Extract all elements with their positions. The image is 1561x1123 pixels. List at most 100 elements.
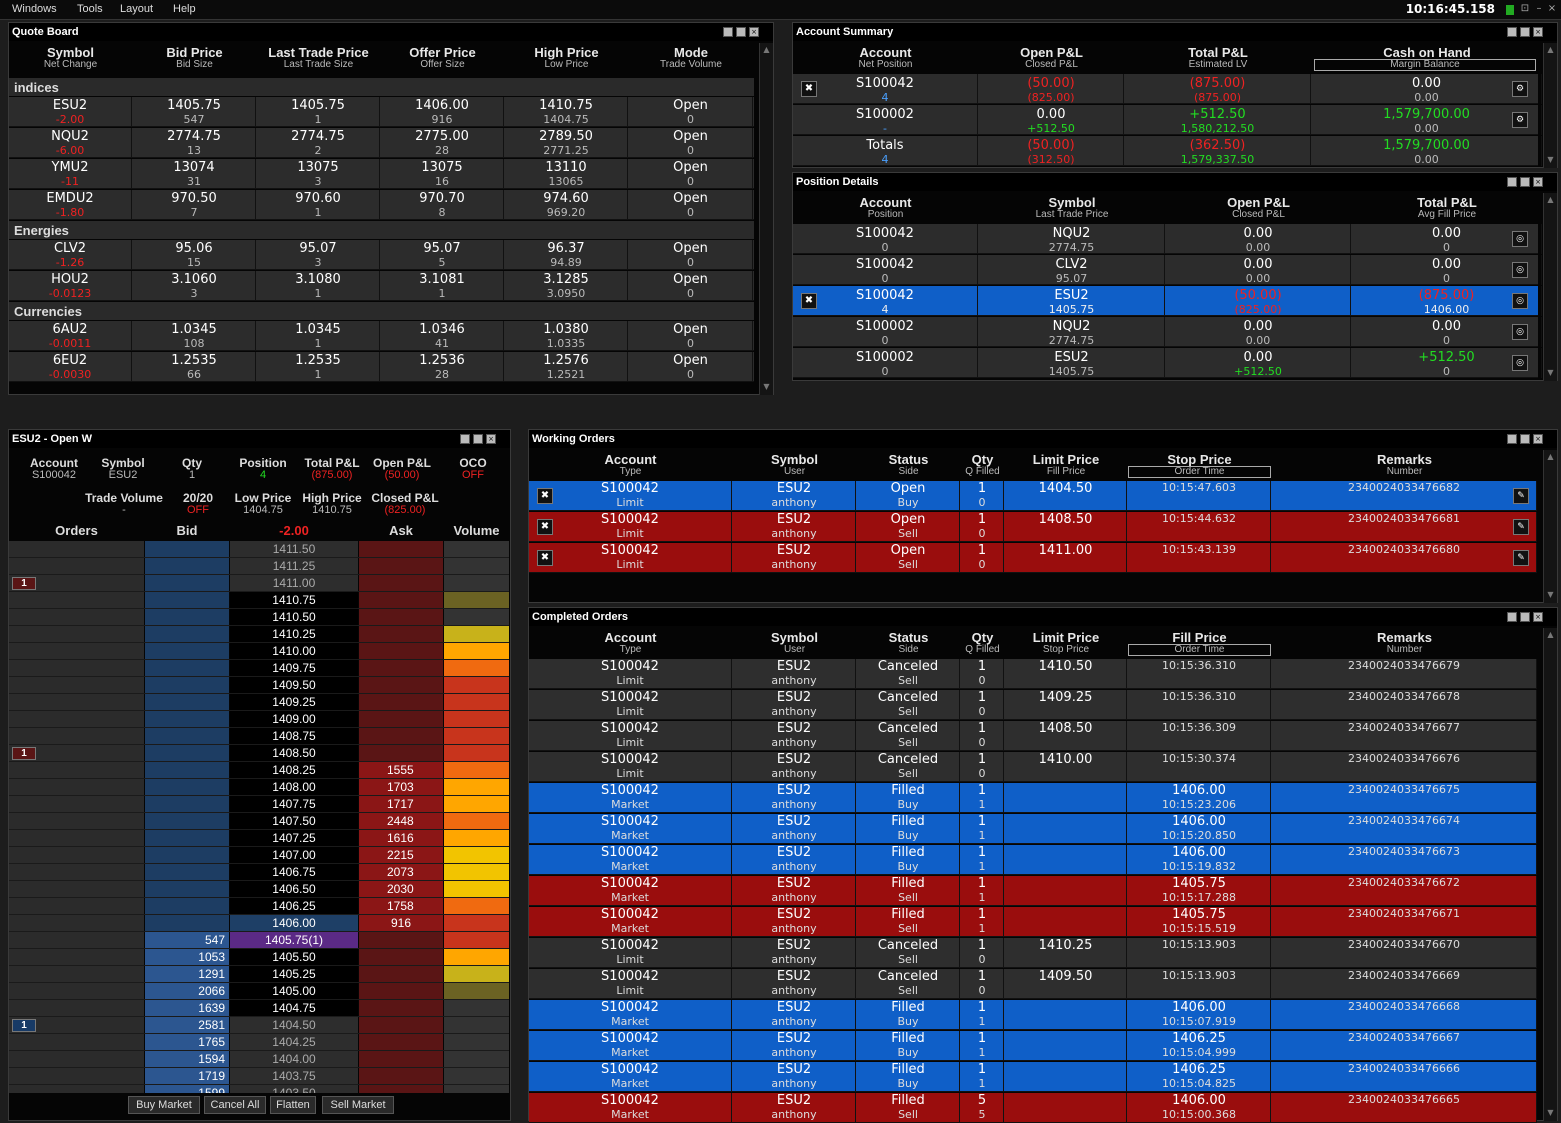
quote-row[interactable]: EMDU2 -1.80 970.50 7 970.60 1 970.70 8 974.60 969…: [9, 190, 754, 220]
ladder-row[interactable]: 1410.75: [9, 592, 509, 609]
ladder-bid-cell[interactable]: 1599: [145, 1085, 229, 1093]
position-row[interactable]: S100042 0 CLV2 95.07 0.00 0.00 0.00 0 ◎: [793, 255, 1542, 285]
maximize-icon[interactable]: [736, 27, 746, 37]
cancel-order-icon[interactable]: ✖: [537, 488, 553, 504]
column-header[interactable]: Open P&L: [1227, 195, 1290, 210]
ladder-ask-cell[interactable]: 1758: [359, 898, 443, 914]
order-row[interactable]: S100042 Market ESU2 anthony Filled Buy 1 1 1406.…: [529, 1062, 1537, 1092]
ladder-orders-cell[interactable]: [9, 830, 144, 846]
close-icon[interactable]: ×: [486, 434, 496, 444]
ladder-ask-cell[interactable]: [359, 966, 443, 982]
ladder-bid-cell[interactable]: [145, 660, 229, 676]
column-header[interactable]: Last Trade Price: [268, 45, 369, 60]
ladder-row[interactable]: 1406.75 2073: [9, 864, 509, 881]
scroll-up-icon[interactable]: ▲: [1547, 630, 1554, 639]
ladder-orders-cell[interactable]: [9, 677, 144, 693]
ladder-orders-cell[interactable]: [9, 609, 144, 625]
restore-icon[interactable]: [723, 27, 733, 37]
ladder-ask-cell[interactable]: [359, 932, 443, 948]
account-scrollbar[interactable]: ▲ ▼: [1543, 43, 1557, 168]
order-row[interactable]: S100042 Limit ESU2 anthony Canceled Sell 1 0 140…: [529, 721, 1537, 751]
column-subheader[interactable]: Margin Balance: [1314, 59, 1536, 71]
ladder-bid-cell[interactable]: 2066: [145, 983, 229, 999]
maximize-icon[interactable]: [1520, 434, 1530, 444]
ladder-ask-cell[interactable]: [359, 983, 443, 999]
working-order-badge[interactable]: 1: [12, 1019, 36, 1032]
maximize-icon[interactable]: [1520, 612, 1530, 622]
column-header[interactable]: Qty: [971, 630, 994, 645]
ladder-bid-cell[interactable]: 1594: [145, 1051, 229, 1067]
ladder-ask-cell[interactable]: [359, 745, 443, 761]
maximize-icon[interactable]: [1520, 27, 1530, 37]
ladder-orders-cell[interactable]: [9, 864, 144, 880]
ladder-orders-cell[interactable]: [9, 796, 144, 812]
ladder-row[interactable]: 1719 1403.75: [9, 1068, 509, 1085]
ladder-ask-cell[interactable]: [359, 1017, 443, 1033]
ladder-row[interactable]: 1053 1405.50: [9, 949, 509, 966]
ladder-row[interactable]: 1406.25 1758: [9, 898, 509, 915]
order-row[interactable]: S100042 Limit ESU2 anthony Canceled Sell 1 0 140…: [529, 690, 1537, 720]
ladder-bid-cell[interactable]: 1053: [145, 949, 229, 965]
ladder-bid-cell[interactable]: [145, 541, 229, 557]
ladder-bid-cell[interactable]: [145, 558, 229, 574]
menu-tools[interactable]: Tools: [77, 3, 103, 15]
ladder-ask-cell[interactable]: [359, 626, 443, 642]
ladder-orders-cell[interactable]: [9, 1000, 144, 1016]
order-row[interactable]: S100042 Market ESU2 anthony Filled Sell 1 1 1405…: [529, 907, 1537, 937]
ladder-row[interactable]: 1 1408.50: [9, 745, 509, 762]
close-icon[interactable]: ×: [1533, 27, 1543, 37]
position-action-icon[interactable]: ◎: [1512, 355, 1528, 371]
ladder-bid-cell[interactable]: [145, 711, 229, 727]
ladder-orders-cell[interactable]: [9, 592, 144, 608]
ladder-row[interactable]: 1406.00 916: [9, 915, 509, 932]
ladder-bid-cell[interactable]: [145, 915, 229, 931]
ladder-ask-cell[interactable]: [359, 728, 443, 744]
ladder-orders-cell[interactable]: [9, 541, 144, 557]
connection-status-icon[interactable]: [1506, 5, 1514, 15]
ladder-bid-cell[interactable]: [145, 847, 229, 863]
ladder-row[interactable]: 2066 1405.00: [9, 983, 509, 1000]
ladder-ask-cell[interactable]: [359, 609, 443, 625]
column-header[interactable]: Account: [604, 452, 657, 467]
restore-icon[interactable]: [1507, 434, 1517, 444]
ladder-row[interactable]: 1410.00: [9, 643, 509, 660]
ladder-ask-cell[interactable]: [359, 575, 443, 591]
ladder-bid-cell[interactable]: [145, 762, 229, 778]
buy-market-button[interactable]: Buy Market: [128, 1096, 200, 1114]
ladder-orders-cell[interactable]: [9, 915, 144, 931]
ladder-orders-cell[interactable]: 1: [9, 575, 144, 591]
close-account-icon[interactable]: ✖: [801, 81, 817, 97]
position-row[interactable]: S100002 0 NQU2 2774.75 0.00 0.00 0.00 0 ◎: [793, 317, 1542, 347]
account-action-icon[interactable]: ⚙: [1512, 81, 1528, 97]
order-row[interactable]: S100042 Market ESU2 anthony Filled Sell 1 1 1405…: [529, 876, 1537, 906]
scroll-up-icon[interactable]: ▲: [763, 45, 770, 54]
ladder-orders-cell[interactable]: [9, 728, 144, 744]
ladder-row[interactable]: 1407.25 1616: [9, 830, 509, 847]
ladder-row[interactable]: 1407.75 1717: [9, 796, 509, 813]
ladder-row[interactable]: 1409.00: [9, 711, 509, 728]
ladder-orders-cell[interactable]: [9, 762, 144, 778]
ladder-orders-cell[interactable]: [9, 643, 144, 659]
edit-order-icon[interactable]: ✎: [1513, 519, 1529, 535]
ladder-row[interactable]: 1291 1405.25: [9, 966, 509, 983]
ladder-row[interactable]: 1407.00 2215: [9, 847, 509, 864]
completed-scrollbar[interactable]: ▲ ▼: [1543, 628, 1557, 1121]
quote-row[interactable]: 6EU2 -0.0030 1.2535 66 1.2535 1 1.2536 28 1.2576…: [9, 352, 754, 382]
ladder-bid-cell[interactable]: [145, 728, 229, 744]
ladder-orders-cell[interactable]: [9, 1051, 144, 1067]
order-row[interactable]: S100042 Limit ESU2 anthony Canceled Sell 1 0 141…: [529, 752, 1537, 782]
quote-row[interactable]: YMU2 -11 13074 31 13075 3 13075 16 13110 13065 Ope…: [9, 159, 754, 189]
edit-order-icon[interactable]: ✎: [1513, 488, 1529, 504]
ladder-row[interactable]: 1594 1404.00: [9, 1051, 509, 1068]
menu-windows[interactable]: Windows: [12, 3, 57, 15]
ladder-ask-cell[interactable]: 2215: [359, 847, 443, 863]
column-header[interactable]: Limit Price: [1032, 452, 1100, 467]
ladder-orders-cell[interactable]: [9, 898, 144, 914]
ladder-ask-cell[interactable]: [359, 711, 443, 727]
ladder-orders-cell[interactable]: [9, 1068, 144, 1084]
ladder-bid-cell[interactable]: [145, 626, 229, 642]
ladder-row[interactable]: 1 2581 1404.50: [9, 1017, 509, 1034]
ladder-ask-cell[interactable]: [359, 1051, 443, 1067]
ladder-orders-cell[interactable]: [9, 694, 144, 710]
ladder-row[interactable]: 1411.50: [9, 541, 509, 558]
